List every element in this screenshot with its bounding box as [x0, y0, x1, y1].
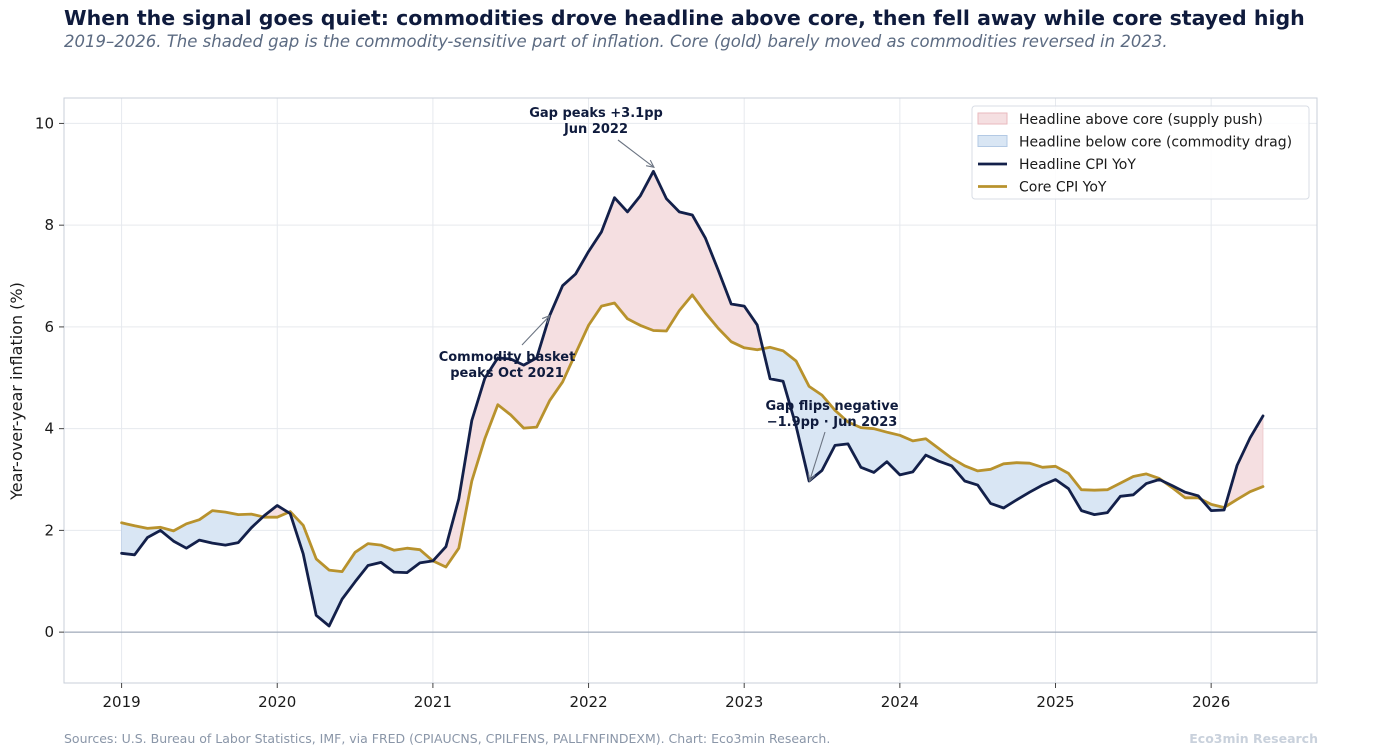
chart-title: When the signal goes quiet: commodities … — [64, 6, 1305, 30]
chart-subtitle: 2019–2026. The shaded gap is the commodi… — [64, 32, 1168, 51]
y-tick-label: 0 — [44, 623, 54, 641]
y-tick-label: 4 — [44, 420, 54, 438]
y-axis-label: Year-over-year inflation (%) — [7, 282, 26, 501]
legend-swatch — [977, 112, 1008, 125]
legend-label: Core CPI YoY — [1019, 180, 1107, 196]
y-tick-label: 6 — [44, 318, 54, 336]
y-tick-label: 8 — [44, 216, 54, 234]
x-tick-label: 2021 — [414, 693, 452, 711]
legend-box — [971, 105, 1310, 200]
legend: Headline above core (supply push) Headlin… — [971, 105, 1310, 200]
legend-swatch — [977, 135, 1008, 147]
x-tick-label: 2024 — [881, 693, 919, 711]
legend-label: Headline below core (commodity drag) — [1019, 135, 1292, 151]
annotation-text: Jun 2022 — [563, 122, 628, 137]
x-tick-label: 2026 — [1192, 693, 1230, 711]
x-axis-ticks: 2019 2020 2021 2022 2023 2024 2025 2026 — [102, 683, 1230, 711]
legend-label: Headline CPI YoY — [1019, 157, 1136, 173]
annotation-text: Gap flips negative — [765, 399, 898, 414]
brand-watermark: Eco3min Research — [1189, 731, 1318, 746]
annotation-arrowhead — [807, 473, 816, 483]
x-tick-label: 2025 — [1036, 693, 1074, 711]
x-tick-label: 2022 — [569, 693, 607, 711]
series-layer — [120, 169, 1265, 628]
annotation-text: peaks Oct 2021 — [450, 366, 563, 381]
annotation-arrow — [809, 431, 826, 482]
annotation-arrowhead — [541, 314, 551, 324]
x-tick-label: 2020 — [258, 693, 296, 711]
gap-fill-layer — [121, 170, 1264, 627]
gap-below-area — [121, 510, 264, 556]
source-note: Sources: U.S. Bureau of Labor Statistics… — [64, 731, 831, 746]
x-tick-label: 2023 — [725, 693, 763, 711]
gap-above-area — [1224, 414, 1264, 508]
legend-label: Headline above core (supply push) — [1019, 112, 1263, 128]
headline-cpi-line — [120, 169, 1265, 628]
plot-frame — [63, 97, 1318, 684]
annotation-text: Commodity basket — [439, 350, 576, 365]
annotation-text: −1.9pp · Jun 2023 — [767, 415, 898, 430]
core-cpi-line — [120, 293, 1265, 573]
x-tick-label: 2019 — [102, 693, 140, 711]
annotation-arrow — [521, 315, 551, 346]
annotation-text: Gap peaks +3.1pp — [529, 106, 663, 121]
y-axis-ticks: 0 2 4 6 8 10 — [35, 114, 64, 641]
y-tick-label: 10 — [35, 114, 54, 132]
annotation-arrow — [617, 139, 655, 168]
y-tick-label: 2 — [44, 521, 54, 539]
annotation-arrowhead — [645, 159, 655, 169]
